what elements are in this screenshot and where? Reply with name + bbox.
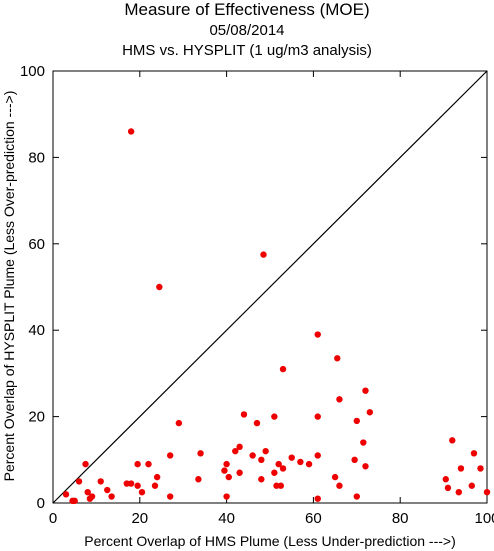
data-point [223,493,230,500]
data-point [277,482,285,489]
x-tick-label: 80 [392,510,409,527]
data-point [366,409,374,416]
data-point [258,476,265,483]
data-point [134,482,141,489]
data-point [232,447,239,455]
x-axis-ticks: 0 20 40 60 80 100 [49,71,494,527]
data-point [151,482,159,489]
data-point [175,419,183,427]
y-tick-label: 60 [28,236,45,253]
data-point [297,458,304,466]
data-point [279,365,287,373]
data-point [331,473,339,481]
data-point [97,478,104,485]
data-point [353,417,360,425]
data-point [449,437,456,444]
y-tick-label: 100 [20,63,45,80]
data-point [127,128,135,135]
y-tick-label: 80 [28,149,45,166]
data-point [271,469,278,476]
data-point [305,460,313,468]
data-point [336,396,343,403]
y-tick-label: 40 [28,322,45,339]
x-tick-label: 20 [131,510,148,527]
data-point [108,493,115,500]
data-point [314,452,321,459]
y-tick-label: 20 [28,409,45,426]
x-tick-label: 0 [49,510,57,527]
data-point [470,450,478,457]
data-point [240,411,248,418]
data-point [275,460,282,468]
data-point [223,460,230,468]
data-point [260,251,267,258]
x-axis-label: Percent Overlap of HMS Plume (Less Under… [84,533,456,549]
data-points [62,128,491,505]
data-point [362,387,369,394]
chart-title: Measure of Effectiveness (MOE) [124,0,370,19]
data-point [145,460,152,468]
data-point [353,493,360,500]
data-point [138,489,146,496]
data-point [104,486,111,494]
data-point [362,463,369,470]
data-point [166,452,174,459]
data-point [253,419,261,427]
data-point [442,476,449,483]
x-tick-label: 60 [305,510,322,527]
data-point [444,484,452,492]
data-point [271,413,278,420]
data-point [258,456,265,463]
data-point [86,495,94,502]
data-point [360,439,367,446]
data-point [279,465,287,472]
data-point [84,489,91,496]
data-point [236,469,243,476]
x-tick-label: 100 [474,510,494,527]
data-point [314,331,321,338]
data-point [153,473,161,481]
data-point [71,497,78,505]
diagonal-reference-line [52,70,488,504]
data-point [457,465,465,472]
data-point [455,489,462,496]
data-point [314,413,321,420]
data-point [82,460,89,468]
y-axis-label: Percent Overlap of HYSPLIT Plume (Less O… [1,91,17,482]
data-point [75,478,83,485]
chart-subtitle: HMS vs. HYSPLIT (1 ug/m3 analysis) [122,42,372,59]
data-point [62,491,70,498]
x-tick-label: 40 [218,510,235,527]
data-point [334,355,341,362]
data-point [483,489,491,496]
data-point [195,476,202,483]
plot-frame [52,70,488,504]
data-point [166,493,174,500]
plot-area [52,70,488,504]
y-axis-ticks: 0 20 40 60 80 100 [20,63,487,512]
chart-date: 05/08/2014 [209,22,285,39]
data-point [249,452,256,459]
data-point [262,447,269,455]
data-point [468,482,476,489]
y-tick-label: 0 [37,495,45,512]
data-point [123,480,130,487]
data-point [314,495,321,502]
data-point [156,283,163,291]
data-point [351,456,358,463]
data-point [221,467,228,474]
data-point [134,460,141,468]
data-point [477,465,484,472]
data-point [288,454,295,461]
data-point [225,473,232,481]
data-point [197,450,204,457]
data-point [336,482,343,489]
data-point [236,443,243,451]
